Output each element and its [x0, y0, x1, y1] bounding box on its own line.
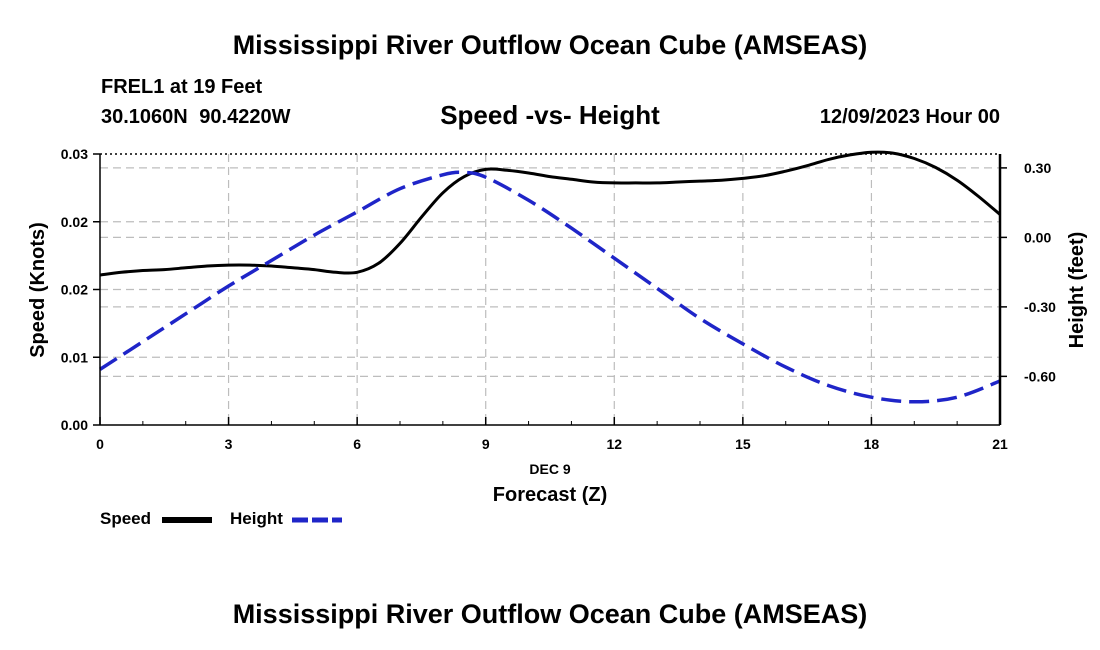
y-left-tick-label-4: 0.03 — [61, 146, 88, 162]
y-left-tick-label-0: 0.00 — [61, 417, 88, 433]
legend-speed-label: Speed — [100, 509, 152, 528]
chart-title: Speed -vs- Height — [440, 100, 660, 130]
legend-height-label: Height — [230, 509, 283, 528]
x-tick-label-21: 21 — [992, 436, 1008, 452]
grid — [100, 154, 1000, 425]
chart: 0 3 6 9 12 15 18 21 0.00 0.01 0.02 0.02 0.03 -0.60 -0.… — [27, 146, 1088, 506]
legend-speed-swatch — [162, 517, 212, 523]
y-right-tick-label-1: -0.30 — [1024, 299, 1056, 315]
coordinates-label: 30.1060N 90.4220W — [101, 106, 291, 128]
date-label: 12/09/2023 Hour 00 — [819, 106, 1000, 128]
station-label: FREL1 at 19 Feet — [101, 76, 263, 98]
x-tick-label-12: 12 — [606, 436, 622, 452]
y-right-tick-label-3: 0.30 — [1024, 160, 1051, 176]
main-title: Mississippi River Outflow Ocean Cube (AM… — [232, 30, 868, 60]
y-left-tick-label-2: 0.02 — [61, 282, 88, 298]
x-tick-label-3: 3 — [225, 436, 233, 452]
y-left-tick-label-1: 0.01 — [61, 349, 88, 365]
x-tick-label-0: 0 — [96, 436, 104, 452]
y-right-tick-label-0: -0.60 — [1024, 368, 1056, 384]
series-height-line — [99, 170, 1001, 404]
y-right-tick-label-2: 0.00 — [1024, 229, 1051, 245]
y-axis-left-title: Speed (Knots) — [27, 222, 49, 358]
y-axis-right-title: Height (feet) — [1066, 232, 1088, 349]
x-axis-title: Forecast (Z) — [493, 484, 607, 506]
footer-title: Mississippi River Outflow Ocean Cube (AM… — [232, 599, 868, 629]
legend-height-swatch — [292, 517, 342, 523]
x-tick-label-15: 15 — [735, 436, 751, 452]
x-tick-label-9: 9 — [482, 436, 490, 452]
series-layer — [99, 150, 1001, 404]
x-tick-label-18: 18 — [864, 436, 880, 452]
axis-ticks: 0 3 6 9 12 15 18 21 0.00 0.01 0.02 0.02 0.03 -0.60 -0.… — [61, 146, 1056, 452]
series-speed-line — [99, 150, 1001, 277]
x-tick-label-6: 6 — [353, 436, 361, 452]
y-left-tick-label-3: 0.02 — [61, 214, 88, 230]
x-axis-date-label: DEC 9 — [529, 461, 570, 477]
